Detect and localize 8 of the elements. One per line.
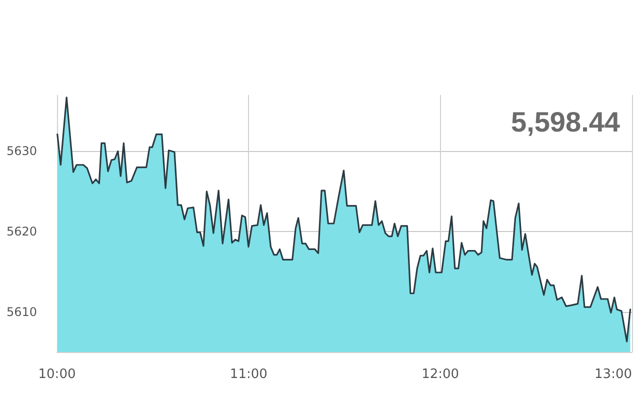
x-tick-label: 13:00 [594,367,632,382]
x-tick-label: 11:00 [230,367,268,382]
y-tick-label: 5610 [6,304,37,319]
annotation: 5,598.44 [511,106,620,138]
y-tick-label: 5620 [6,224,37,239]
x-tick-label: 10:00 [38,367,76,382]
y-tick-label: 5630 [6,144,37,158]
x-tick-label: 12:00 [422,367,460,382]
